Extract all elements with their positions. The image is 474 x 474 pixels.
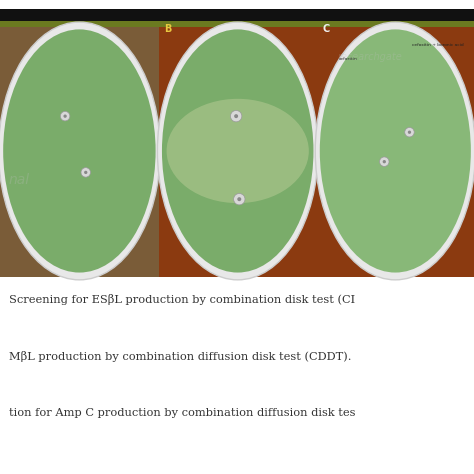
Ellipse shape: [320, 29, 471, 273]
Ellipse shape: [157, 22, 318, 280]
Bar: [317, 21, 474, 27]
Text: cefoxitin: cefoxitin: [338, 57, 357, 61]
Text: researchgate: researchgate: [337, 52, 402, 62]
Circle shape: [234, 114, 238, 118]
Text: Screening for ESβL production by combination disk test (CI: Screening for ESβL production by combina…: [9, 294, 356, 305]
Bar: [0, 9, 159, 277]
Bar: [0, 81, 474, 277]
Text: cefoxitin + boronic acid: cefoxitin + boronic acid: [412, 43, 464, 47]
Ellipse shape: [166, 99, 309, 203]
Text: C: C: [322, 24, 329, 34]
Circle shape: [237, 197, 241, 201]
Circle shape: [230, 110, 242, 122]
Circle shape: [383, 160, 386, 164]
Circle shape: [81, 168, 91, 177]
Text: B: B: [164, 24, 172, 34]
Ellipse shape: [0, 22, 160, 280]
Bar: [0, 277, 474, 474]
Bar: [317, 9, 474, 277]
Ellipse shape: [162, 29, 313, 273]
Ellipse shape: [3, 29, 155, 273]
Circle shape: [405, 128, 414, 137]
Circle shape: [84, 171, 87, 174]
Bar: [0, 21, 159, 27]
Circle shape: [234, 193, 245, 205]
Bar: [159, 9, 317, 277]
Bar: [159, 9, 317, 21]
Text: nal: nal: [9, 173, 29, 187]
Bar: [0, 9, 159, 21]
Bar: [317, 9, 474, 21]
Circle shape: [380, 157, 389, 166]
Bar: [159, 21, 317, 27]
Circle shape: [408, 130, 411, 134]
Ellipse shape: [315, 22, 474, 280]
Text: tion for Amp C production by combination diffusion disk tes: tion for Amp C production by combination…: [9, 408, 356, 418]
Circle shape: [64, 115, 67, 118]
Text: MβL production by combination diffusion disk test (CDDT).: MβL production by combination diffusion …: [9, 351, 352, 362]
Circle shape: [60, 111, 70, 121]
